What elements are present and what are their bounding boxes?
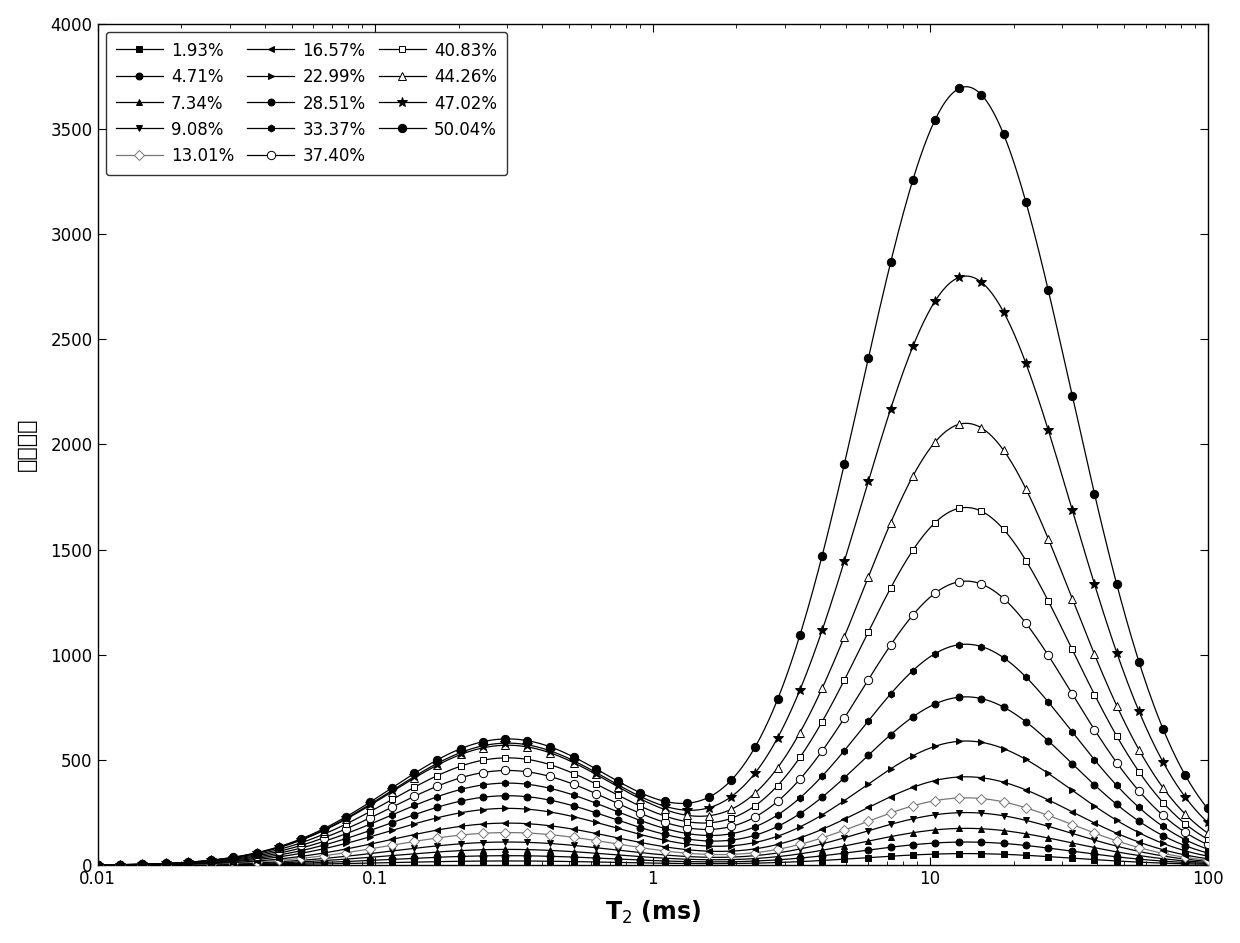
Legend: 1.93%, 4.71%, 7.34%, 9.08%, 13.01%, 16.57%, 22.99%, 28.51%, 33.37%, 37.40%, 40.8: 1.93%, 4.71%, 7.34%, 9.08%, 13.01%, 16.5… (105, 32, 507, 175)
X-axis label: T$_2$ (ms): T$_2$ (ms) (605, 899, 701, 926)
Y-axis label: 信号幅度: 信号幅度 (16, 418, 37, 472)
